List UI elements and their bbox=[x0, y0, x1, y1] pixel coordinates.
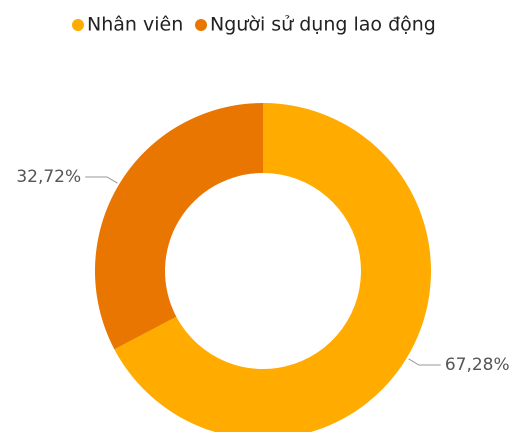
legend-marker bbox=[72, 19, 84, 31]
data-label: 67,28% bbox=[445, 355, 510, 375]
leader-line bbox=[85, 176, 118, 184]
legend-marker bbox=[195, 19, 207, 31]
donut-slice bbox=[95, 103, 263, 350]
donut-slice bbox=[114, 103, 431, 432]
legend-label: Người sử dụng lao động bbox=[210, 14, 436, 36]
data-label: 32,72% bbox=[16, 167, 81, 187]
leader-line bbox=[408, 358, 441, 366]
legend-label: Nhân viên bbox=[87, 14, 183, 36]
